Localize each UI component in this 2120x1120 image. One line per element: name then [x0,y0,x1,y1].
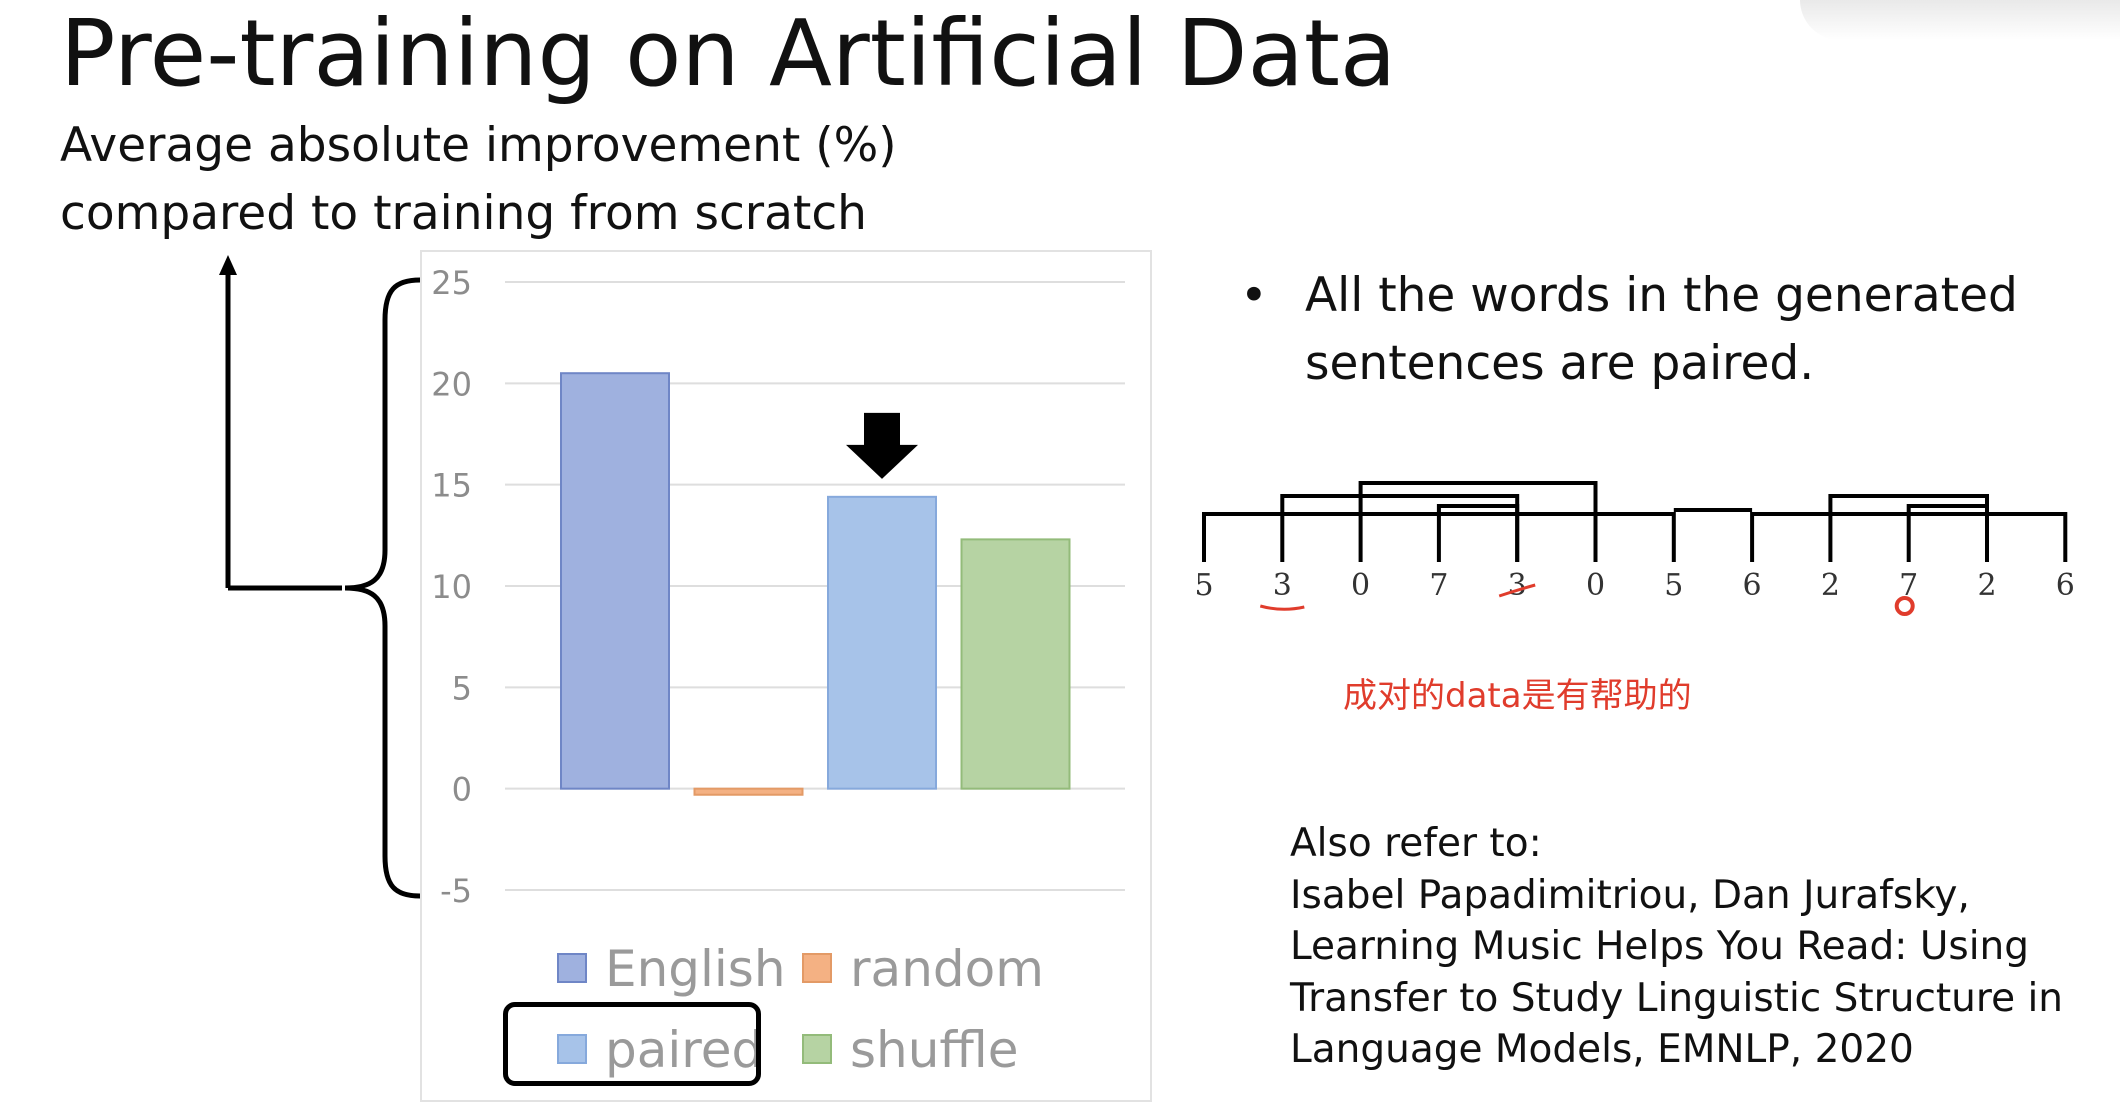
sequence-token: 7 [1899,568,1918,603]
subtitle-arrow [219,255,342,591]
bar-random [693,787,804,796]
refs-line-1: Also refer to: [1290,821,1542,866]
pair-bracket [1906,504,1989,562]
legend-swatch [557,1034,587,1064]
subtitle-line-1: Average absolute improvement (%) [60,118,897,173]
y-tick-label: 20 [431,365,472,403]
sequence-token: 5 [1664,568,1683,603]
down-arrow-icon [846,412,918,479]
bar-english [560,372,670,790]
y-tick-label: 0 [452,771,472,809]
sequence-token: 7 [1429,568,1448,603]
refs-line-3: Learning Music Helps You Read: Using [1290,924,2030,969]
refs-line-5: Language Models, EMNLP, 2020 [1290,1027,1914,1072]
bar-shuffle [960,538,1071,790]
red-underline [1498,583,1536,598]
red-underline [1259,604,1305,611]
cursor-dot-icon [1894,596,1915,616]
bullet-marker: • [1240,268,1268,323]
legend-swatch [557,953,587,983]
y-tick-label: 15 [431,467,472,505]
refs-line-2: Isabel Papadimitriou, Dan Jurafsky, [1290,872,1970,918]
bullet-line-2: sentences are paired. [1305,336,1815,391]
legend-label: paired [605,1021,764,1079]
sequence-token: 3 [1273,568,1292,603]
handwritten-note: 成对的data是有帮助的 [1343,676,1692,716]
sequence-token: 0 [1351,568,1370,603]
y-tick-label: 5 [452,669,472,707]
refs-line-4: Transfer to Study Linguistic Structure i… [1290,975,2064,1021]
bullet-text: All the words in the generated sentences… [1305,262,2065,398]
sequence-token: 6 [1743,568,1762,603]
sequence-token: 5 [1194,568,1213,603]
sequence-token: 3 [1508,568,1527,603]
slide-subtitle: Average absolute improvement (%) compare… [60,112,897,248]
legend-label: random [850,940,1044,998]
legend-label: shuffle [850,1021,1019,1079]
paired-highlight-box [503,1002,761,1086]
subtitle-line-2: compared to training from scratch [60,186,867,241]
pair-bracket [1358,481,1598,562]
axis-brace [344,277,421,899]
sequence-token: 2 [1821,568,1840,603]
bar-paired [827,495,937,790]
legend-label: English [605,940,786,998]
sequence-token: 0 [1586,568,1605,603]
sequence-token: 6 [2056,568,2075,603]
pair-bracket [1436,504,1520,562]
pair-diagram: 5 3 0 7 3 0 5 6 2 7 2 6 [1194,481,2075,616]
y-tick-label: 10 [431,568,472,606]
legend-swatch [802,1034,832,1064]
references: Also refer to: Isabel Papadimitriou, Dan… [1290,818,2063,1076]
slide-title: Pre-training on Artificial Data [60,0,1397,107]
bullet-line-1: All the words in the generated [1305,268,2018,323]
y-tick-label: 25 [431,264,472,302]
y-tick-label: -5 [440,872,472,910]
window-shadow [1800,0,2120,40]
legend-swatch [802,953,832,983]
sequence-token: 2 [1977,568,1996,603]
